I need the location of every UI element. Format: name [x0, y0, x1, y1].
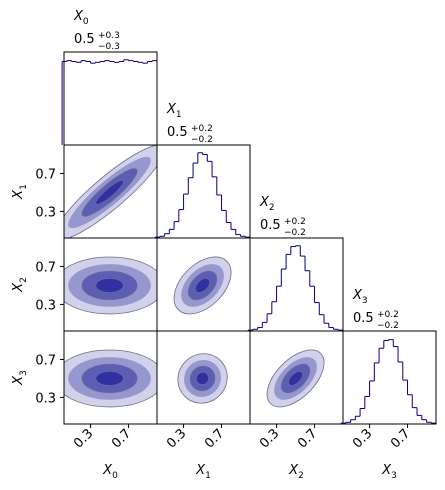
err-minus: −0.2 [284, 228, 306, 238]
label-index: 2 [19, 277, 29, 283]
x-axis-label: X1 [195, 463, 211, 481]
density-level [95, 370, 124, 386]
label-index: 3 [391, 471, 397, 481]
label-symbol: X [288, 463, 299, 478]
panel-frame [342, 330, 437, 425]
density-level [280, 363, 311, 394]
y-axis-label: X1 [11, 184, 29, 200]
x-axis-label: X2 [288, 463, 304, 481]
x-tick-label: 0.7 [109, 426, 134, 451]
err-minus: −0.2 [377, 321, 399, 331]
y-tick-label: 0.7 [35, 260, 56, 275]
density [266, 349, 325, 408]
density-level [64, 349, 157, 408]
density-level [173, 256, 232, 315]
label-index: 1 [205, 471, 211, 481]
density-level [95, 180, 124, 205]
density-level [187, 270, 218, 301]
density-level [68, 156, 151, 229]
y-tick-label: 0.3 [35, 391, 56, 406]
hist-value: 0.5 [353, 311, 374, 326]
panel-frame [63, 51, 158, 146]
density-level [81, 270, 138, 301]
err-plus: +0.2 [191, 124, 213, 134]
density-level [177, 353, 228, 404]
density-level [288, 370, 304, 386]
median: 0.5 [74, 32, 95, 47]
density [177, 353, 228, 404]
title-index: 2 [269, 203, 275, 213]
density [64, 349, 157, 408]
title-symbol: X [259, 195, 270, 210]
y-axis-label: X3 [11, 370, 29, 386]
density [173, 256, 232, 315]
title-symbol: X [73, 9, 84, 24]
density-level [195, 277, 211, 293]
label-symbol: X [11, 189, 26, 200]
panel-frame [156, 144, 251, 239]
density-level [68, 357, 151, 400]
label-index: 3 [19, 370, 29, 376]
title-symbol: X [352, 288, 363, 303]
hist-value: 0.5 [167, 125, 188, 140]
x-tick-label: 0.3 [164, 426, 189, 451]
panel-frame [249, 237, 344, 332]
x-tick-label: 0.3 [350, 426, 375, 451]
title-index: 0 [83, 17, 89, 27]
y-tick-label: 0.3 [35, 205, 56, 220]
hist-title: X1 [166, 102, 182, 120]
x-axis-label: X3 [381, 463, 397, 481]
y-tick-label: 0.7 [35, 167, 56, 182]
label-index: 2 [298, 471, 304, 481]
err-minus: −0.2 [191, 135, 213, 145]
density-level [189, 365, 216, 392]
density-level [64, 256, 157, 315]
density-level [195, 371, 210, 386]
title-symbol: X [166, 102, 177, 117]
x-tick-label: 0.7 [202, 426, 227, 451]
label-symbol: X [102, 463, 113, 478]
label-index: 0 [112, 471, 118, 481]
err-plus: +0.2 [377, 310, 399, 320]
density-level [274, 357, 317, 400]
median: 0.5 [167, 125, 188, 140]
median: 0.5 [260, 218, 281, 233]
err-plus: +0.2 [284, 217, 306, 227]
median: 0.5 [353, 311, 374, 326]
hist-title: X2 [259, 195, 275, 213]
density-level [68, 264, 151, 307]
err-plus: +0.3 [98, 31, 120, 41]
title-index: 3 [362, 296, 368, 306]
x-tick-label: 0.7 [295, 426, 320, 451]
y-tick-label: 0.7 [35, 353, 56, 368]
density [64, 256, 157, 315]
hist-title: X3 [352, 288, 368, 306]
density-level [64, 145, 157, 238]
label-symbol: X [195, 463, 206, 478]
x-axis-label: X0 [102, 463, 118, 481]
density-level [95, 277, 124, 293]
err-minus: −0.3 [98, 42, 120, 52]
density-level [184, 359, 222, 397]
x-tick-label: 0.3 [71, 426, 96, 451]
x-tick-label: 0.3 [257, 426, 282, 451]
hist-title: X0 [73, 9, 89, 27]
label-symbol: X [11, 282, 26, 293]
density-level [81, 363, 138, 394]
density-level [81, 168, 138, 217]
label-symbol: X [11, 375, 26, 386]
density-level [266, 349, 325, 408]
label-symbol: X [381, 463, 392, 478]
label-index: 1 [19, 184, 29, 190]
density [64, 145, 157, 238]
y-tick-label: 0.3 [35, 298, 56, 313]
title-index: 1 [176, 110, 182, 120]
density-level [181, 264, 224, 307]
hist-value: 0.5 [74, 32, 95, 47]
y-axis-label: X2 [11, 277, 29, 293]
hist-value: 0.5 [260, 218, 281, 233]
x-tick-label: 0.7 [388, 426, 413, 451]
